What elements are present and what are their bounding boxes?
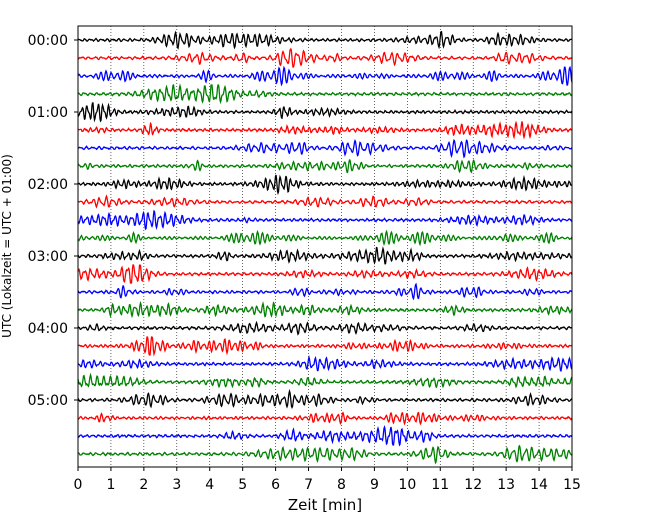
trace-line: [77, 282, 573, 301]
x-tick-label: 9: [370, 477, 379, 493]
trace-line: [77, 246, 573, 265]
trace-line: [77, 209, 573, 231]
plot-background: [78, 26, 572, 467]
x-tick-label: 1: [106, 477, 115, 493]
x-tick-label: 12: [464, 477, 482, 493]
x-tick-label: 10: [398, 477, 416, 493]
x-tick-label: 3: [172, 477, 181, 493]
trace-line: [77, 159, 573, 174]
trace-line: [77, 229, 573, 247]
y-tick-label: 01:00: [28, 105, 68, 121]
x-tick-label: 8: [337, 477, 346, 493]
trace-line: [77, 444, 573, 465]
x-axis-ticks: 0 1 2 3 4 5 6 7 8 9 10 11 12 13 14 15: [74, 467, 581, 493]
y-tick-label: 04:00: [28, 321, 68, 337]
x-axis-label: Zeit [min]: [288, 496, 362, 514]
trace-line: [77, 372, 573, 389]
y-tick-label: 05:00: [28, 393, 68, 409]
x-tick-label: 5: [238, 477, 247, 493]
trace-line: [77, 425, 573, 447]
x-tick-label: 14: [530, 477, 548, 493]
trace-line: [77, 138, 573, 159]
x-tick-label: 0: [74, 477, 83, 493]
trace-line: [77, 320, 573, 336]
trace-line: [77, 411, 573, 426]
y-tick-label: 03:00: [28, 249, 68, 265]
trace-line: [77, 388, 573, 410]
trace-line: [77, 83, 573, 105]
plot-frame: [77, 25, 573, 468]
x-tick-label: 15: [563, 477, 581, 493]
trace-line: [77, 120, 573, 140]
trace-line: [77, 102, 573, 123]
trace-line: [77, 48, 573, 68]
x-tick-label: 2: [139, 477, 148, 493]
y-tick-label: 00:00: [28, 33, 68, 49]
trace-line: [77, 336, 573, 357]
trace-line: [77, 65, 573, 87]
trace-line: [77, 30, 573, 50]
x-tick-label: 11: [431, 477, 449, 493]
trace-line: [77, 354, 573, 372]
y-axis-ticks: 00:00 01:00 02:00 03:00 04:00 05:00: [28, 33, 78, 409]
trace-line: [77, 194, 573, 209]
y-axis-label: UTC (Lokalzeit = UTC + 01:00): [0, 154, 14, 338]
seismic-traces: [77, 30, 573, 465]
trace-line: [77, 264, 573, 284]
x-tick-label: 7: [304, 477, 313, 493]
y-tick-label: 02:00: [28, 177, 68, 193]
x-tick-label: 6: [271, 477, 280, 493]
trace-line: [77, 174, 573, 196]
x-tick-label: 13: [497, 477, 515, 493]
x-tick-label: 4: [205, 477, 214, 493]
trace-line: [77, 300, 573, 319]
